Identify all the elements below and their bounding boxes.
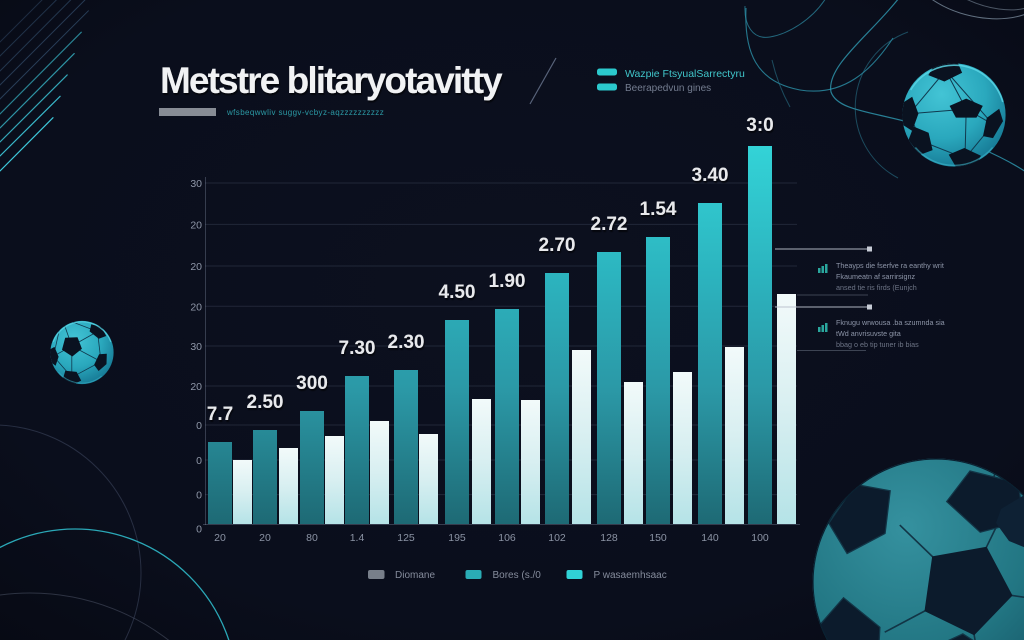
svg-text:140: 140 bbox=[701, 532, 719, 544]
svg-text:3:0: 3:0 bbox=[746, 115, 773, 136]
svg-text:wfsbeqwwliv suggv-vcbyz-aqzzzz: wfsbeqwwliv suggv-vcbyz-aqzzzzzzzzzz bbox=[226, 108, 384, 117]
svg-text:300: 300 bbox=[296, 373, 328, 394]
svg-text:Metstre blitaryotavitty: Metstre blitaryotavitty bbox=[160, 60, 503, 101]
svg-text:128: 128 bbox=[600, 532, 618, 544]
svg-text:20: 20 bbox=[190, 301, 202, 313]
svg-text:0: 0 bbox=[196, 420, 202, 432]
svg-text:0: 0 bbox=[196, 455, 202, 467]
svg-text:2.72: 2.72 bbox=[591, 214, 628, 235]
svg-text:Fknugu wrwousa .ba szumnda sia: Fknugu wrwousa .ba szumnda sia bbox=[836, 318, 945, 327]
svg-text:7.7: 7.7 bbox=[207, 404, 233, 425]
svg-text:4.50: 4.50 bbox=[439, 282, 476, 303]
svg-text:2.30: 2.30 bbox=[388, 332, 425, 353]
svg-text:20: 20 bbox=[259, 532, 271, 544]
svg-text:Fkaumeatn af sarrirsignz: Fkaumeatn af sarrirsignz bbox=[836, 272, 915, 281]
svg-text:30: 30 bbox=[190, 178, 202, 190]
svg-text:7.30: 7.30 bbox=[339, 338, 376, 359]
svg-text:Theayps die fserfve ra eanthy: Theayps die fserfve ra eanthy writ bbox=[836, 261, 944, 270]
svg-text:20: 20 bbox=[190, 219, 202, 231]
svg-text:Bores (s./0: Bores (s./0 bbox=[493, 570, 542, 581]
svg-text:0: 0 bbox=[196, 523, 202, 535]
svg-text:tWd anvrisuvste gita: tWd anvrisuvste gita bbox=[836, 329, 901, 338]
svg-text:Beerapedvun gines: Beerapedvun gines bbox=[625, 83, 711, 94]
svg-text:102: 102 bbox=[548, 532, 566, 544]
svg-text:1.54: 1.54 bbox=[640, 199, 677, 220]
svg-text:106: 106 bbox=[498, 532, 516, 544]
svg-text:100: 100 bbox=[751, 532, 769, 544]
svg-text:80: 80 bbox=[306, 532, 318, 544]
svg-text:195: 195 bbox=[448, 532, 466, 544]
svg-text:20: 20 bbox=[190, 381, 202, 393]
svg-text:Wazpie FtsyualSarrectyru: Wazpie FtsyualSarrectyru bbox=[625, 68, 745, 80]
svg-text:20: 20 bbox=[190, 261, 202, 273]
svg-text:1.4: 1.4 bbox=[350, 532, 365, 544]
svg-text:1.90: 1.90 bbox=[489, 271, 526, 292]
svg-text:150: 150 bbox=[649, 532, 667, 544]
svg-text:ansed tie ris firds (Eunjch: ansed tie ris firds (Eunjch bbox=[836, 283, 917, 292]
svg-text:P wasaemhsaac: P wasaemhsaac bbox=[594, 570, 667, 581]
svg-text:2.50: 2.50 bbox=[247, 392, 284, 413]
svg-text:30: 30 bbox=[190, 341, 202, 353]
svg-text:Diomane: Diomane bbox=[395, 570, 435, 581]
svg-text:20: 20 bbox=[214, 532, 226, 544]
svg-text:2.70: 2.70 bbox=[539, 235, 576, 256]
svg-text:bbag o eb tip tuner ib bias: bbag o eb tip tuner ib bias bbox=[836, 340, 919, 349]
svg-text:125: 125 bbox=[397, 532, 415, 544]
svg-text:3.40: 3.40 bbox=[692, 165, 729, 186]
svg-text:0: 0 bbox=[196, 490, 202, 502]
